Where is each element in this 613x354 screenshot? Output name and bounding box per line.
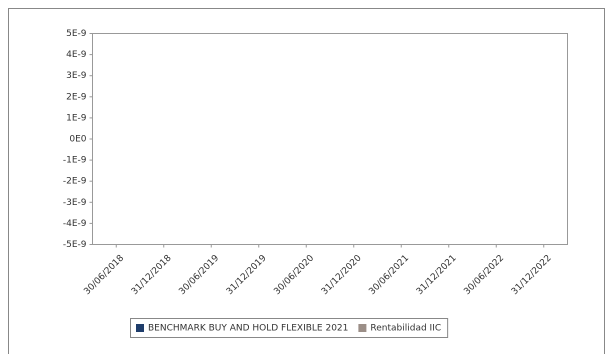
y-tick-label: -4E-9 [63, 219, 87, 229]
y-tick-label: 4E-9 [66, 50, 87, 60]
legend-label: BENCHMARK BUY AND HOLD FLEXIBLE 2021 [148, 324, 348, 334]
y-tick-label: -1E-9 [63, 156, 87, 166]
y-tick-label: -2E-9 [63, 177, 87, 187]
legend-swatch [358, 324, 367, 332]
y-tick-label: 0E0 [69, 135, 86, 145]
legend-box [130, 318, 449, 338]
y-tick-label: 5E-9 [66, 29, 87, 39]
y-tick-label: -3E-9 [63, 198, 87, 208]
legend-swatch [136, 324, 144, 332]
legend-label: Rentabilidad IIC [370, 324, 441, 334]
y-tick-label: 1E-9 [66, 113, 87, 123]
y-tick-label: 3E-9 [66, 71, 87, 81]
plot-area [92, 33, 568, 245]
y-tick-label: -5E-9 [63, 240, 87, 250]
y-tick-label: 2E-9 [66, 92, 87, 102]
legend: BENCHMARK BUY AND HOLD FLEXIBLE 2021 Rent… [130, 318, 449, 338]
